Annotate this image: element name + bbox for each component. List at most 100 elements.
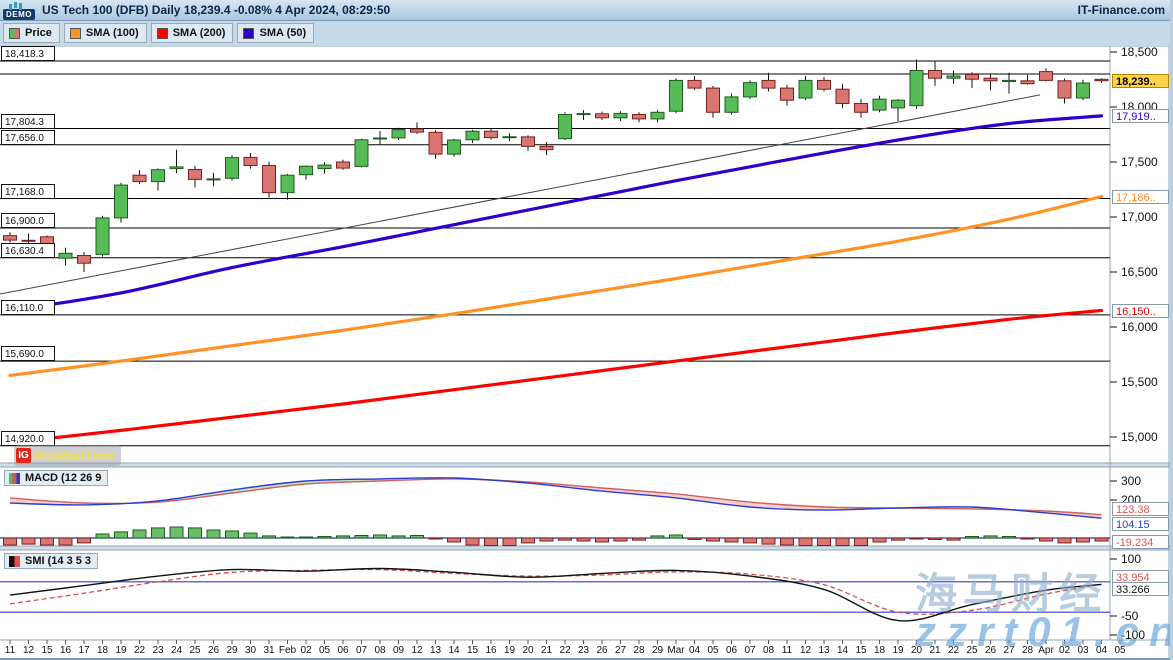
title-bar: DEMO US Tech 100 (DFB) Daily 18,239.4 -0… (0, 0, 1170, 21)
date-tick-label: 07 (744, 645, 756, 656)
sma200-color-icon (156, 27, 168, 39)
price-level-label: 14,920.0 (1, 430, 55, 446)
demo-badge: DEMO (3, 9, 35, 20)
date-tick-label: 23 (152, 645, 164, 656)
legend-item-price[interactable]: Price (3, 23, 60, 43)
date-tick-label: 28 (1021, 645, 1034, 656)
smi-axis-badge: 33.266 (1112, 582, 1169, 597)
date-tick-label: 21 (929, 645, 941, 656)
date-tick-label: 04 (1095, 645, 1108, 656)
sma100-color-icon (69, 27, 81, 39)
date-tick-label: 24 (170, 645, 183, 656)
series-legend-bar: Price SMA (100) SMA (200) SMA (50) (0, 21, 1170, 45)
date-tick-label: 19 (503, 645, 516, 656)
price-axis-tick: 18,500 (1121, 45, 1158, 59)
smi-axis-tick: 100 (1121, 552, 1142, 566)
price-series-icon (9, 27, 20, 39)
date-tick-label: 02 (1058, 645, 1071, 656)
date-tick-label: 13 (429, 645, 442, 656)
price-level-label: 17,656.0 (1, 129, 55, 145)
brand-link[interactable]: IT-Finance.com (1077, 3, 1165, 17)
date-tick-label: 30 (244, 645, 257, 656)
date-tick-label: 23 (577, 645, 590, 656)
macd-legend[interactable]: MACD (12 26 9 (4, 470, 109, 486)
date-tick-label: 19 (115, 645, 127, 656)
date-tick-label: 22 (133, 645, 146, 656)
date-tick-label: 12 (411, 645, 423, 656)
price-axis-tick: 17,000 (1121, 210, 1158, 224)
date-tick-label: 26 (596, 645, 608, 656)
date-tick-label: 15 (41, 645, 53, 656)
date-tick-label: 11 (4, 645, 16, 656)
price-level-label: 16,110.0 (1, 299, 55, 315)
date-tick-label: 27 (614, 645, 627, 656)
prorealtime-logo[interactable]: IG ProRealTime (14, 445, 122, 466)
macd-axis-tick: 300 (1121, 474, 1142, 488)
macd-color-icon (9, 472, 20, 484)
date-tick-label: 08 (762, 645, 775, 656)
date-tick-label: 20 (522, 645, 534, 656)
macd-axis-badge: -19.234 (1112, 534, 1169, 549)
date-tick-label: 15 (466, 645, 479, 656)
date-tick-label: 19 (892, 645, 904, 656)
date-tick-label: 18 (873, 645, 886, 656)
smi-legend[interactable]: SMI (14 3 5 3 (4, 553, 99, 569)
date-tick-label: 13 (818, 645, 830, 656)
date-tick-label: 22 (559, 645, 571, 656)
price-level-label: 18,418.3 (1, 45, 55, 61)
date-tick-label: 03 (1077, 645, 1089, 656)
date-tick-label: 12 (799, 645, 812, 656)
date-tick-label: 04 (688, 645, 701, 656)
legend-item-sma200[interactable]: SMA (200) (150, 23, 234, 43)
price-axis-badge: 16,150.. (1112, 303, 1169, 318)
date-tick-label: 28 (633, 645, 645, 656)
date-tick-label: Feb (278, 645, 297, 656)
date-tick-label: 14 (836, 645, 849, 656)
date-tick-label: 05 (318, 645, 331, 656)
price-level-label: 17,804.3 (1, 113, 55, 129)
smi-color-icon (9, 555, 20, 567)
date-tick-label: 08 (374, 645, 386, 656)
price-level-label: 16,900.0 (1, 213, 55, 228)
date-tick-label: 29 (226, 645, 238, 656)
price-axis-badge: 17,186.. (1112, 189, 1169, 204)
smi-axis-tick: -50 (1121, 609, 1139, 623)
date-tick-label: Mar (667, 645, 685, 656)
date-tick-label: 17 (78, 645, 90, 656)
date-tick-label: 21 (540, 645, 553, 656)
date-tick-label: Apr (1038, 645, 1054, 656)
price-axis-badge: 17,919.. (1112, 108, 1169, 123)
ig-logo-icon: IG (16, 448, 31, 463)
date-tick-label: 20 (910, 645, 923, 656)
macd-axis-badge: 104.15 (1112, 517, 1169, 532)
price-axis-tick: 15,000 (1121, 430, 1158, 444)
date-tick-label: 12 (22, 645, 35, 656)
legend-item-sma50[interactable]: SMA (50) (237, 23, 315, 43)
date-tick-label: 02 (300, 645, 312, 656)
price-axis-tick: 15,500 (1121, 375, 1158, 389)
price-axis-tick: 16,000 (1121, 320, 1158, 334)
date-tick-label: 07 (355, 645, 368, 656)
macd-axis-badge: 123.38 (1112, 501, 1169, 516)
date-tick-label: 25 (966, 645, 978, 656)
price-axis-tick: 16,500 (1121, 265, 1158, 279)
sma50-color-icon (243, 27, 255, 39)
date-tick-label: 31 (263, 645, 275, 656)
date-tick-label: 26 (207, 645, 220, 656)
page-title: US Tech 100 (DFB) Daily 18,239.4 -0.08% … (42, 3, 391, 17)
smi-axis-tick: -100 (1121, 628, 1146, 642)
date-tick-label: 27 (1003, 645, 1015, 656)
date-tick-label: 26 (984, 645, 997, 656)
date-tick-label: 16 (59, 645, 72, 656)
date-tick-label: 11 (781, 645, 793, 656)
legend-item-sma100[interactable]: SMA (100) (63, 23, 147, 43)
date-tick-label: 14 (448, 645, 460, 656)
price-axis-tick: 17,500 (1121, 155, 1158, 169)
date-tick-label: 22 (947, 645, 960, 656)
date-tick-label: 25 (189, 645, 201, 656)
date-tick-label: 16 (485, 645, 497, 656)
date-tick-label: 05 (707, 645, 719, 656)
date-tick-label: 06 (725, 645, 738, 656)
